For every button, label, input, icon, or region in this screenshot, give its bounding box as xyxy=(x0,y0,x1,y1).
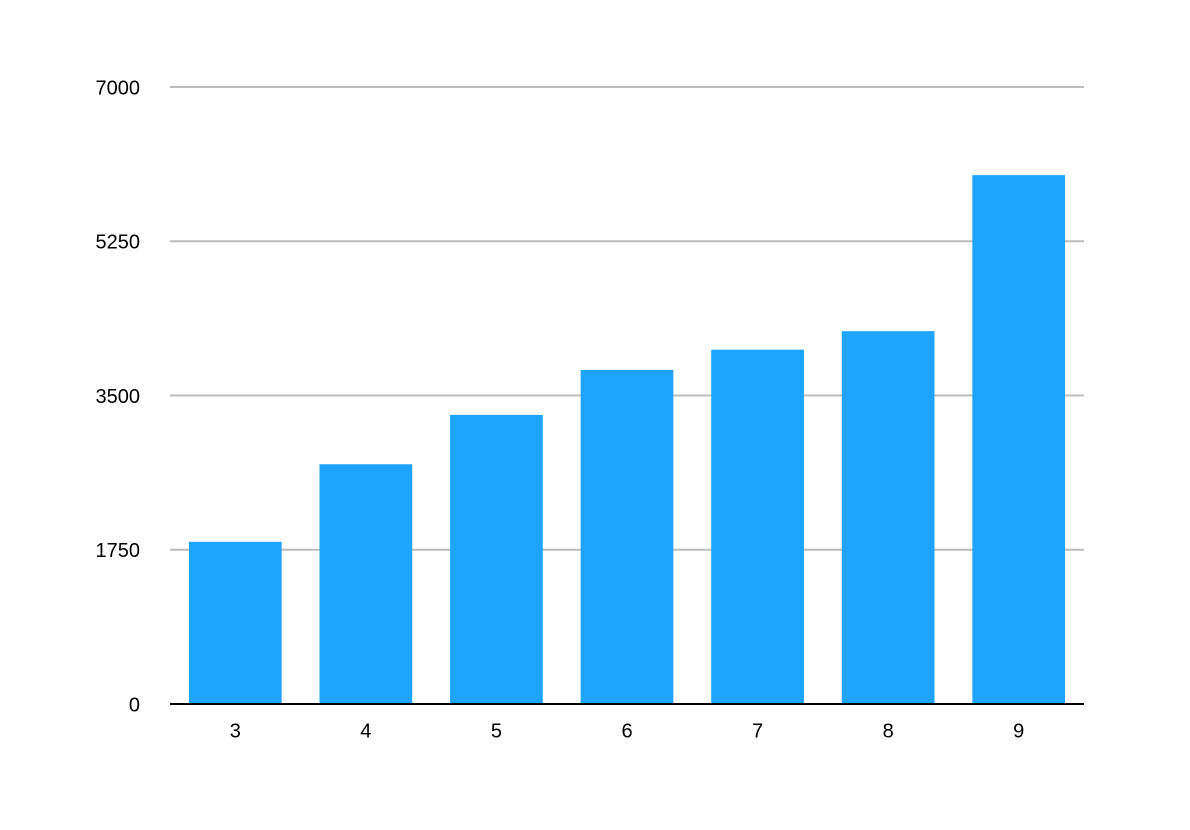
y-tick-label: 3500 xyxy=(96,386,141,408)
bar xyxy=(450,414,543,704)
bar xyxy=(319,464,413,704)
bar xyxy=(188,541,282,704)
bar xyxy=(580,369,674,704)
x-tick-label: 9 xyxy=(1013,720,1024,742)
y-tick-label: 7000 xyxy=(96,77,141,99)
x-tick-label: 8 xyxy=(883,720,894,742)
x-tick-label: 4 xyxy=(360,720,371,742)
bar xyxy=(841,331,935,704)
bar xyxy=(711,349,804,704)
y-tick-label: 0 xyxy=(129,694,140,716)
bar xyxy=(972,175,1066,705)
x-tick-label: 5 xyxy=(491,720,502,742)
x-tick-label: 7 xyxy=(752,720,763,742)
y-tick-label: 1750 xyxy=(96,540,141,562)
x-tick-label: 3 xyxy=(230,720,241,742)
y-tick-label: 5250 xyxy=(96,232,141,254)
x-tick-label: 6 xyxy=(621,720,632,742)
